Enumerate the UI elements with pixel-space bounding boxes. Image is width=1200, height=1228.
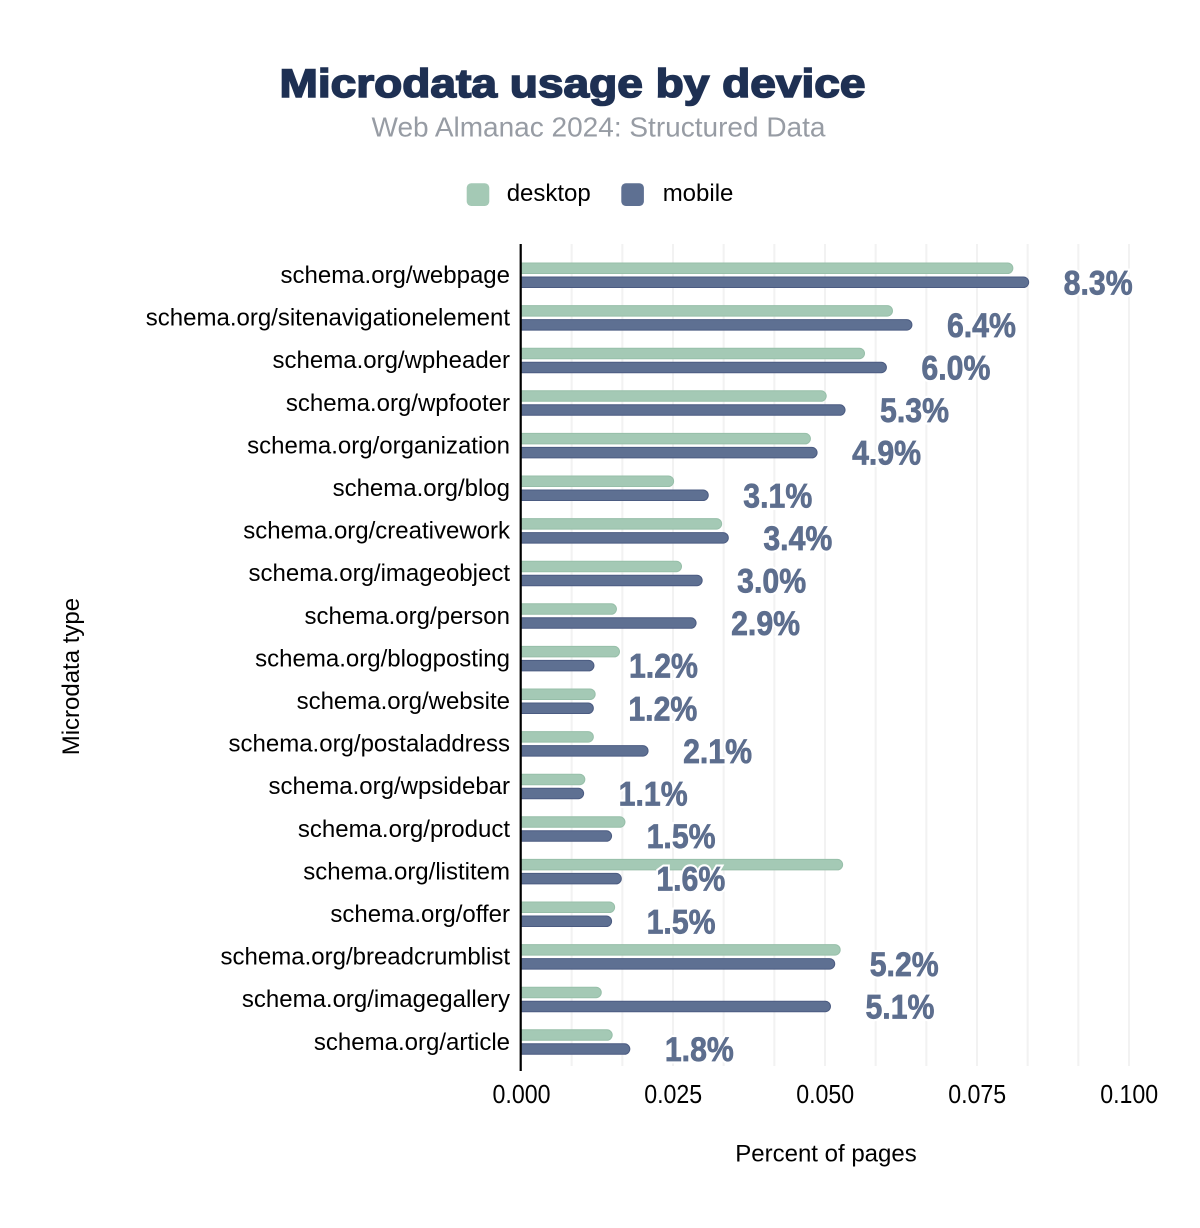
svg-text:2.9%: 2.9% [731,605,800,643]
svg-text:1.8%: 1.8% [665,1031,734,1069]
svg-text:1.2%: 1.2% [629,648,698,686]
svg-text:schema.org/offer: schema.org/offer [330,901,510,928]
svg-text:2.9%: 2.9% [731,605,800,643]
svg-text:schema.org/imageobject: schema.org/imageobject [249,560,511,587]
svg-text:3.4%: 3.4% [763,520,832,558]
svg-text:3.0%: 3.0% [737,562,806,600]
svg-text:1.2%: 1.2% [629,648,698,686]
svg-text:3.1%: 3.1% [743,477,812,515]
svg-text:schema.org/wpsidebar: schema.org/wpsidebar [269,773,510,800]
svg-text:5.1%: 5.1% [865,988,934,1026]
svg-text:schema.org/product: schema.org/product [298,816,510,843]
svg-text:2.1%: 2.1% [683,733,752,771]
svg-text:1.5%: 1.5% [647,818,716,856]
svg-text:schema.org/wpfooter: schema.org/wpfooter [286,390,510,417]
svg-text:8.3%: 8.3% [1064,264,1133,302]
svg-text:1.2%: 1.2% [628,690,697,728]
svg-text:schema.org/creativework: schema.org/creativework [243,518,511,545]
svg-text:4.9%: 4.9% [852,435,921,473]
svg-text:4.9%: 4.9% [852,435,921,473]
svg-text:schema.org/blogposting: schema.org/blogposting [255,645,510,672]
svg-text:0.025: 0.025 [644,1079,702,1109]
svg-text:schema.org/organization: schema.org/organization [247,432,510,459]
svg-text:schema.org/person: schema.org/person [305,603,510,630]
svg-text:5.3%: 5.3% [880,392,949,430]
svg-text:5.2%: 5.2% [870,946,939,984]
svg-text:1.1%: 1.1% [619,775,688,813]
svg-text:6.4%: 6.4% [947,307,1016,345]
svg-text:0.075: 0.075 [948,1079,1006,1109]
svg-text:6.4%: 6.4% [947,307,1016,345]
svg-text:schema.org/article: schema.org/article [314,1029,510,1056]
svg-text:Microdata type: Microdata type [58,598,85,755]
svg-text:mobile: mobile [663,180,734,207]
svg-text:1.5%: 1.5% [647,903,716,941]
svg-text:schema.org/webpage: schema.org/webpage [281,262,510,289]
svg-text:schema.org/postaladdress: schema.org/postaladdress [229,731,510,758]
svg-text:Web Almanac 2024: Structured D: Web Almanac 2024: Structured Data [372,112,826,143]
svg-text:schema.org/sitenavigationeleme: schema.org/sitenavigationelement [146,305,511,332]
svg-text:3.4%: 3.4% [763,520,832,558]
svg-text:1.8%: 1.8% [665,1031,734,1069]
svg-text:Percent of pages: Percent of pages [735,1141,916,1168]
svg-text:1.6%: 1.6% [656,861,725,899]
svg-text:6.0%: 6.0% [921,349,990,387]
svg-text:0.050: 0.050 [796,1079,854,1109]
svg-text:1.5%: 1.5% [647,903,716,941]
svg-text:0.000: 0.000 [493,1079,551,1109]
svg-text:6.0%: 6.0% [921,349,990,387]
svg-text:schema.org/blog: schema.org/blog [333,475,510,502]
svg-text:2.1%: 2.1% [683,733,752,771]
svg-text:schema.org/listitem: schema.org/listitem [303,858,510,885]
svg-text:1.6%: 1.6% [656,861,725,899]
svg-text:3.0%: 3.0% [737,562,806,600]
svg-text:schema.org/website: schema.org/website [297,688,510,715]
svg-text:8.3%: 8.3% [1064,264,1133,302]
svg-text:schema.org/wpheader: schema.org/wpheader [273,347,510,374]
svg-text:1.2%: 1.2% [628,690,697,728]
svg-text:1.1%: 1.1% [619,775,688,813]
svg-text:1.5%: 1.5% [647,818,716,856]
svg-text:schema.org/imagegallery: schema.org/imagegallery [242,986,510,1013]
svg-text:0.100: 0.100 [1100,1079,1158,1109]
svg-text:desktop: desktop [507,180,591,207]
svg-text:Microdata usage by device: Microdata usage by device [280,62,866,106]
svg-text:schema.org/breadcrumblist: schema.org/breadcrumblist [221,944,511,971]
svg-text:5.2%: 5.2% [870,946,939,984]
svg-text:5.3%: 5.3% [880,392,949,430]
svg-text:3.1%: 3.1% [743,477,812,515]
svg-text:5.1%: 5.1% [865,988,934,1026]
